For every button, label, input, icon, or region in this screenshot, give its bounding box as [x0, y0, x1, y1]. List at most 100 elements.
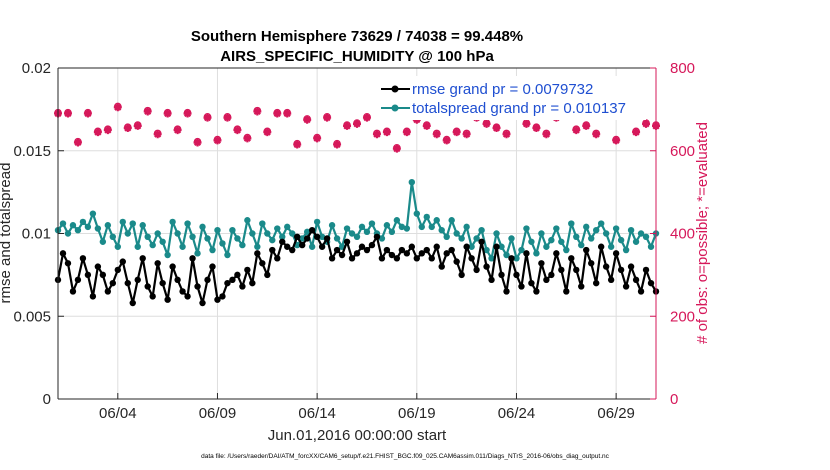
- rmse-point: [333, 246, 341, 254]
- totalspread-point: [179, 243, 186, 250]
- totalspread-point: [368, 220, 376, 227]
- rmse-point: [199, 299, 206, 307]
- rmse-point: [607, 276, 615, 284]
- y-tick-label: 0.015: [13, 143, 51, 160]
- obs-evaluated-marker: [572, 126, 581, 135]
- rmse-point: [468, 255, 475, 262]
- rmse-point: [264, 271, 271, 279]
- rmse-point: [363, 246, 371, 254]
- totalspread-point: [408, 178, 416, 186]
- rmse-point: [274, 255, 281, 262]
- totalspread-point: [279, 233, 286, 241]
- rmse-point: [313, 233, 321, 241]
- totalspread-point: [289, 230, 296, 237]
- obs-evaluated-marker: [323, 113, 332, 122]
- totalspread-point: [164, 251, 171, 259]
- obs-evaluated-marker: [283, 109, 292, 118]
- obs-evaluated-marker: [243, 134, 252, 143]
- obs-evaluated-marker: [203, 113, 212, 122]
- totalspread-point: [249, 230, 256, 237]
- totalspread-point: [563, 246, 570, 254]
- totalspread-point: [588, 235, 595, 242]
- rmse-point: [244, 266, 251, 274]
- rmse-point: [343, 238, 351, 245]
- legend-spread-marker: [391, 104, 399, 112]
- rmse-point: [74, 276, 82, 284]
- x-tick-label: 06/09: [199, 405, 237, 422]
- rmse-point: [353, 250, 361, 257]
- rmse-point: [518, 283, 525, 290]
- rmse-point: [214, 296, 221, 303]
- rmse-point: [478, 238, 485, 245]
- totalspread-point: [244, 217, 251, 224]
- totalspread-point: [269, 236, 276, 244]
- rmse-point: [403, 250, 411, 257]
- rmse-point: [234, 271, 241, 279]
- totalspread-point: [333, 235, 341, 242]
- totalspread-point: [463, 223, 470, 231]
- rmse-point: [64, 260, 72, 267]
- rmse-point: [433, 243, 440, 250]
- obs-evaluated-marker: [233, 126, 242, 135]
- totalspread-point: [109, 233, 117, 241]
- totalspread-point: [413, 210, 420, 217]
- rmse-point: [627, 263, 635, 270]
- x-tick-label: 06/19: [398, 405, 436, 422]
- totalspread-point: [139, 222, 146, 229]
- obs-evaluated-marker: [223, 113, 232, 122]
- rmse-point: [588, 260, 595, 267]
- rmse-point: [438, 263, 445, 270]
- rmse-point: [184, 293, 191, 300]
- rmse-point: [259, 260, 266, 267]
- rmse-point: [543, 276, 550, 284]
- totalspread-point: [418, 223, 425, 231]
- totalspread-point: [224, 251, 231, 259]
- totalspread-point: [199, 223, 206, 231]
- obs-evaluated-marker: [462, 130, 471, 139]
- totalspread-point: [64, 230, 72, 237]
- totalspread-point: [89, 210, 97, 217]
- totalspread-point: [348, 230, 356, 237]
- totalspread-point: [204, 235, 211, 242]
- chart-subtitle: AIRS_SPECIFIC_HUMIDITY @ 100 hPa: [220, 48, 494, 65]
- rmse-point: [109, 279, 117, 287]
- y2-tick-label: 600: [670, 143, 695, 160]
- obs-evaluated-marker: [333, 140, 342, 149]
- y-ticks: 0 0.005 0.01 0.015 0.02: [13, 60, 64, 408]
- obs-evaluated-marker: [163, 109, 172, 118]
- totalspread-point: [433, 217, 440, 224]
- rmse-series: [54, 226, 660, 307]
- rmse-point: [84, 271, 92, 279]
- rmse-point: [563, 288, 570, 295]
- obs-evaluated-marker: [612, 136, 621, 145]
- y-tick-label: 0.01: [22, 226, 51, 243]
- rmse-point: [348, 255, 356, 262]
- rmse-point: [204, 276, 211, 284]
- rmse-point: [144, 283, 151, 290]
- data-file-footer: data file: /Users/raeder/DAI/ATM_forcXX/…: [201, 453, 610, 460]
- totalspread-point: [159, 238, 166, 245]
- rmse-point: [189, 255, 196, 262]
- rmse-point: [597, 243, 605, 250]
- totalspread-point: [343, 225, 351, 232]
- rmse-point: [289, 246, 296, 254]
- obs-evaluated-marker: [592, 130, 601, 139]
- obs-evaluated-marker: [382, 128, 391, 137]
- totalspread-point: [458, 235, 465, 242]
- obs-evaluated-marker: [422, 121, 431, 130]
- totalspread-point: [518, 246, 525, 254]
- rmse-point: [328, 255, 336, 262]
- totalspread-point: [298, 235, 306, 242]
- obs-evaluated-marker: [293, 140, 302, 149]
- totalspread-point: [129, 220, 136, 227]
- obs-evaluated-marker: [93, 128, 102, 137]
- totalspread-point: [503, 251, 510, 259]
- totalspread-point: [448, 217, 455, 224]
- obs-evaluated-marker: [213, 136, 222, 145]
- rmse-point: [59, 250, 67, 257]
- rmse-point: [413, 255, 420, 262]
- rmse-point: [294, 233, 301, 241]
- rmse-point: [523, 250, 530, 257]
- rmse-point: [463, 243, 470, 250]
- obs-evaluated-marker: [153, 130, 162, 139]
